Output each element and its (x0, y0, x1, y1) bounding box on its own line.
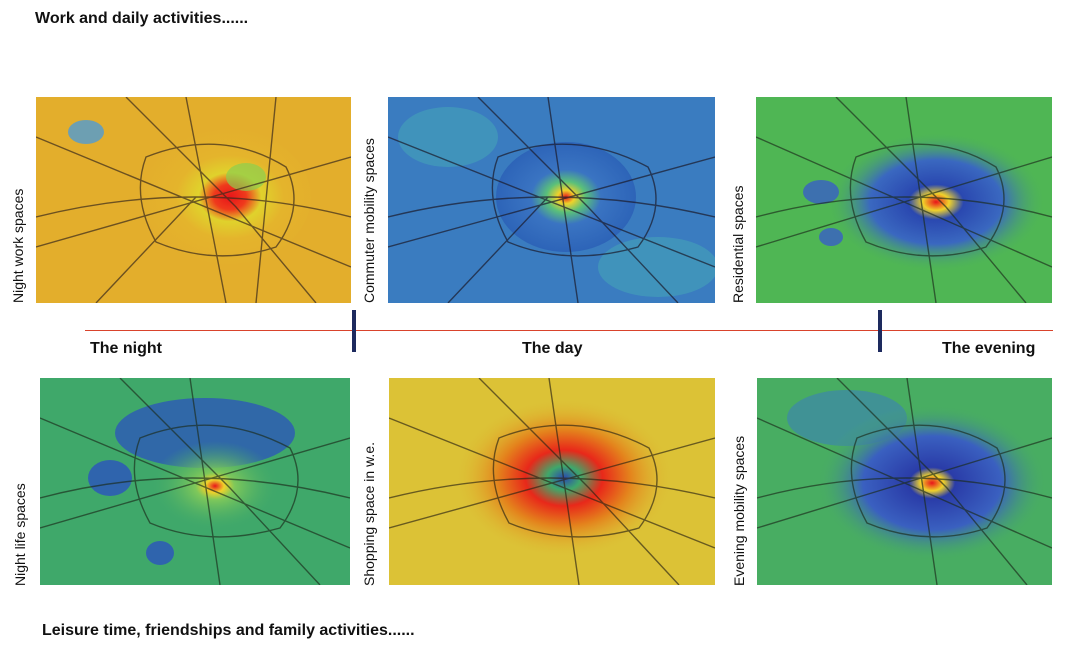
bottom-heading: Leisure time, friendships and family act… (42, 622, 415, 639)
label-residential: Residential spaces (730, 185, 746, 303)
label-commuter-mobility: Commuter mobility spaces (361, 138, 377, 303)
timeline-tick-day (352, 310, 356, 352)
map-night-work (36, 97, 351, 303)
map-residential (756, 97, 1052, 303)
label-the-evening: The evening (942, 340, 1036, 357)
label-night-work: Night work spaces (10, 188, 26, 303)
timeline-tick-evening (878, 310, 882, 352)
label-shopping: Shopping space in w.e. (361, 442, 377, 586)
map-night-life (40, 378, 350, 585)
label-the-day: The day (522, 340, 583, 357)
map-commuter-mobility (388, 97, 715, 303)
label-evening-mobility: Evening mobility spaces (731, 435, 747, 586)
label-night-life: Night life spaces (12, 483, 28, 586)
map-shopping (389, 378, 715, 585)
map-evening-mobility (757, 378, 1052, 585)
label-the-night: The night (90, 340, 162, 357)
timeline-line (85, 330, 1053, 331)
top-heading: Work and daily activities...... (35, 10, 249, 27)
